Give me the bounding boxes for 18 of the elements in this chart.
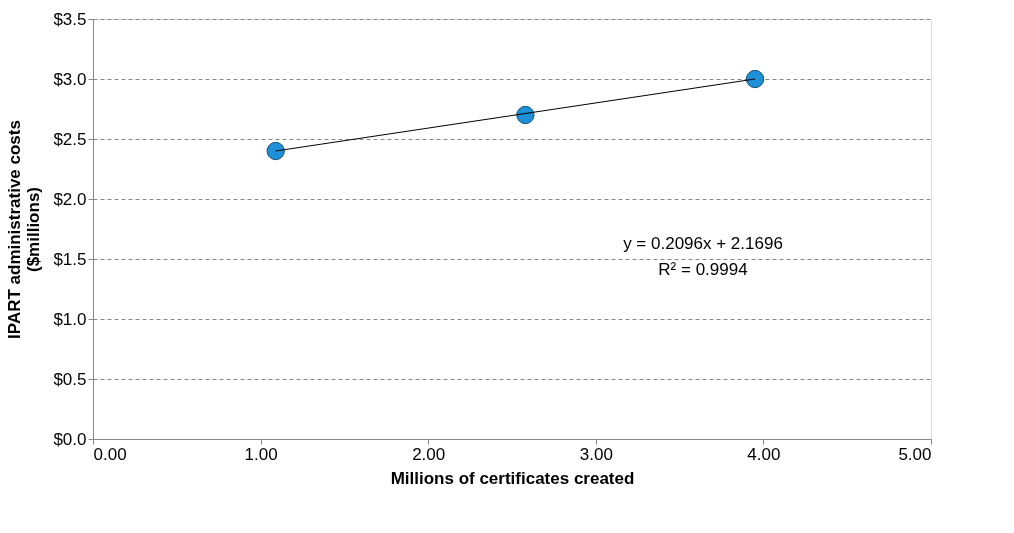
- x-tick-label: 2.00: [412, 444, 446, 464]
- annotation: R² = 0.9994: [658, 260, 748, 279]
- x-tick-label: 1.00: [244, 444, 278, 464]
- x-axis-title: Millions of certificates created: [390, 468, 635, 488]
- y-tick-label: $0.0: [53, 429, 87, 449]
- annotation: y = 0.2096x + 2.1696: [623, 234, 783, 253]
- x-tick-label: 5.00: [898, 444, 932, 464]
- y-tick-label: $2.0: [53, 189, 87, 209]
- y-axis-title: IPART administrative costs ($millions): [5, 120, 44, 339]
- y-tick-label: $2.5: [53, 129, 87, 149]
- y-tick-label: $1.0: [53, 309, 87, 329]
- y-tick-label: $0.5: [53, 369, 87, 389]
- y-tick-label: $1.5: [53, 249, 87, 269]
- y-tick-label: $3.5: [53, 9, 87, 29]
- x-tick-label: 0.00: [93, 444, 127, 464]
- x-tick-label: 3.00: [579, 444, 613, 464]
- x-tick-label: 4.00: [747, 444, 781, 464]
- y-tick-label: $3.0: [53, 69, 87, 89]
